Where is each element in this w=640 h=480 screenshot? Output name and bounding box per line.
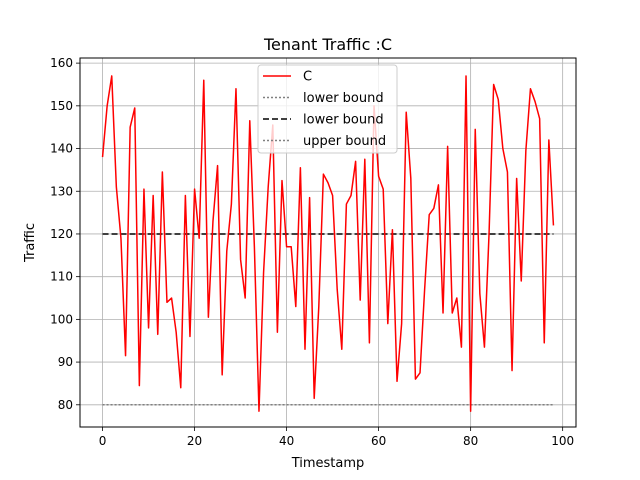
y-tick-label: 140 xyxy=(50,142,73,156)
y-tick-label: 100 xyxy=(50,312,73,326)
chart-title: Tenant Traffic :C xyxy=(263,35,392,54)
y-tick-label: 150 xyxy=(50,99,73,113)
legend-label: lower bound xyxy=(303,91,384,106)
plot-frame xyxy=(79,57,577,428)
x-tick-label: 100 xyxy=(551,434,574,448)
y-axis-ticks: 80 90 100 110 120 130 140 150 160 xyxy=(50,56,80,412)
legend-label: lower bound xyxy=(303,113,384,128)
series-layer xyxy=(101,75,555,412)
legend-label: upper bound xyxy=(303,134,386,149)
series-line-0 xyxy=(101,75,555,412)
x-tick-label: 80 xyxy=(463,434,478,448)
y-tick-label: 90 xyxy=(58,355,73,369)
x-axis-label: Timestamp xyxy=(291,456,365,471)
y-axis-label: Traffic xyxy=(23,223,38,263)
x-axis-ticks: 0 20 40 60 80 100 xyxy=(99,427,574,448)
y-tick-label: 120 xyxy=(50,227,73,241)
x-tick-label: 60 xyxy=(371,434,386,448)
x-tick-label: 0 xyxy=(99,434,107,448)
y-tick-label: 110 xyxy=(50,270,73,284)
legend-label: C xyxy=(303,70,312,85)
x-tick-label: 40 xyxy=(279,434,294,448)
y-tick-label: 80 xyxy=(58,398,73,412)
y-tick-label: 160 xyxy=(50,56,73,70)
legend-frame xyxy=(257,64,398,154)
x-tick-label: 20 xyxy=(187,434,202,448)
y-tick-label: 130 xyxy=(50,184,73,198)
